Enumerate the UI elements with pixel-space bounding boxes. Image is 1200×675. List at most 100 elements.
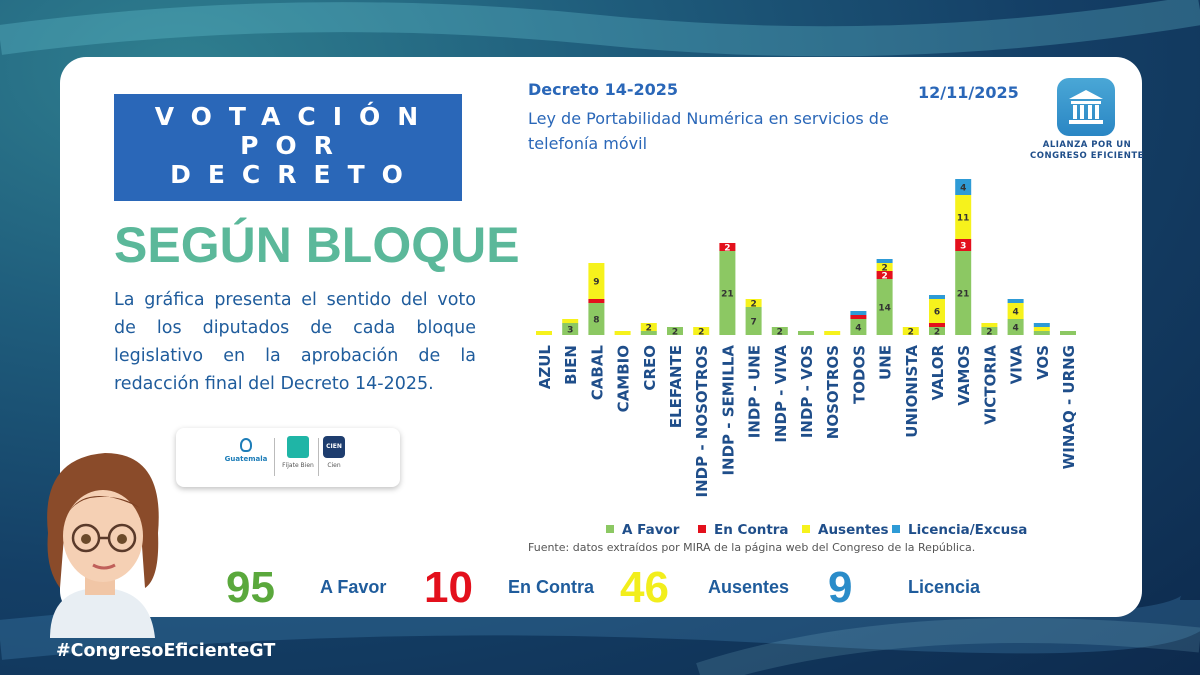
bar-segment bbox=[824, 331, 841, 335]
bar-value-label: 21 bbox=[957, 290, 970, 300]
bar-value-label: 9 bbox=[593, 278, 599, 288]
guatemala-logo-text: Guatemala bbox=[224, 455, 268, 463]
category-label: INDP - VOS bbox=[798, 345, 816, 438]
category-label: INDP - SEMILLA bbox=[719, 345, 737, 476]
bar-segment bbox=[640, 323, 657, 331]
bar-segment bbox=[745, 307, 762, 335]
bar-segment bbox=[876, 271, 893, 279]
bar-value-label: 21 bbox=[721, 290, 734, 300]
bar-segment bbox=[929, 299, 945, 323]
bar-segment bbox=[719, 243, 736, 251]
bar-segment bbox=[536, 331, 552, 335]
category-label: INDP - NOSOTROS bbox=[693, 345, 711, 497]
bar-segment bbox=[771, 327, 788, 335]
bar-value-label: 4 bbox=[960, 184, 966, 194]
category-label: INDP - UNE bbox=[746, 345, 764, 438]
banner-line-2: POR bbox=[240, 131, 350, 160]
avatar bbox=[47, 453, 159, 638]
bar-segment bbox=[955, 195, 972, 239]
source-note: Fuente: datos extraídos por MIRA de la p… bbox=[528, 541, 976, 554]
fijate-bien-label: Fíjate Bien bbox=[282, 462, 314, 469]
brand-line-1: ALIANZA POR UN bbox=[1042, 140, 1132, 150]
bar-value-label: 2 bbox=[881, 264, 887, 274]
bar-segment bbox=[955, 239, 972, 251]
bar-value-label: 3 bbox=[567, 326, 573, 336]
total-licencia-label: Licencia bbox=[908, 577, 981, 597]
decree-description: Ley de Portabilidad Numérica en servicio… bbox=[528, 109, 889, 153]
total-licencia-value: 9 bbox=[828, 563, 853, 612]
hashtag: #CongresoEficienteGT bbox=[56, 641, 276, 661]
bar-segment bbox=[693, 327, 710, 335]
bar-segment bbox=[588, 263, 605, 299]
bar-segment bbox=[876, 263, 893, 271]
logo-divider bbox=[318, 438, 319, 476]
bar-segment bbox=[562, 319, 579, 323]
decree-title: Decreto 14-2025 bbox=[528, 80, 679, 99]
bar-segment bbox=[955, 179, 972, 195]
bar-segment bbox=[1007, 299, 1024, 303]
bar-segment bbox=[1033, 323, 1050, 327]
bar-segment bbox=[1007, 303, 1024, 319]
category-label: BIEN bbox=[562, 345, 580, 385]
bar-segment bbox=[929, 327, 945, 335]
bar-segment bbox=[640, 331, 657, 335]
bar-value-label: 7 bbox=[750, 318, 756, 328]
title-banner: VOTACIÓN POR DECRETO bbox=[114, 94, 462, 201]
category-label: CREO bbox=[641, 345, 659, 391]
subtitle: SEGÚN BLOQUE bbox=[114, 217, 520, 273]
bar-segment bbox=[614, 331, 631, 335]
cien-logo: CIEN Cien bbox=[320, 436, 348, 469]
bar-value-label: 4 bbox=[1012, 324, 1018, 334]
bar-segment bbox=[876, 279, 893, 335]
bar-value-label: 2 bbox=[881, 272, 887, 282]
bank-building-icon bbox=[1057, 78, 1115, 136]
bar-segment bbox=[850, 315, 867, 319]
legend-label: En Contra bbox=[714, 522, 789, 538]
brand-line-2: CONGRESO EFICIENTE bbox=[1030, 151, 1144, 161]
legend-swatch bbox=[698, 525, 706, 533]
bar-value-label: 3 bbox=[960, 242, 966, 252]
bar-value-label: 4 bbox=[1012, 308, 1018, 318]
bar-value-label: 6 bbox=[934, 308, 940, 318]
bar-value-label: 8 bbox=[593, 316, 599, 326]
banner-line-3: DECRETO bbox=[170, 160, 420, 189]
legend-item-favor: A Favor bbox=[606, 522, 679, 538]
bar-segment bbox=[588, 303, 605, 335]
category-label: VAMOS bbox=[955, 345, 973, 406]
bar-segment bbox=[562, 323, 579, 335]
legend-item-ausentes: Ausentes bbox=[802, 522, 889, 538]
bar-segment bbox=[850, 311, 867, 315]
category-label: VOS bbox=[1034, 345, 1052, 380]
total-favor-value: 95 bbox=[226, 563, 275, 612]
bar-segment bbox=[981, 323, 998, 327]
bar-segment bbox=[798, 331, 814, 335]
category-label: WINAQ - URNG bbox=[1060, 345, 1078, 469]
legend-swatch bbox=[802, 525, 810, 533]
bar-value-label: 2 bbox=[698, 328, 704, 338]
category-label: AZUL bbox=[536, 345, 554, 390]
category-label: UNIONISTA bbox=[903, 345, 921, 438]
bar-value-label: 2 bbox=[646, 324, 652, 334]
legend-item-contra: En Contra bbox=[698, 522, 789, 538]
bar-segment bbox=[876, 259, 893, 263]
bar-value-label: 4 bbox=[855, 324, 861, 334]
category-label: TODOS bbox=[850, 345, 868, 404]
category-label: VALOR bbox=[929, 345, 947, 401]
legend-label: A Favor bbox=[622, 522, 680, 538]
bar-value-label: 2 bbox=[986, 328, 992, 338]
bar-segment bbox=[667, 327, 683, 335]
stacked-bar-chart: AZUL 3 BIEN 8 9 CABAL CAMBIO 2 CREO 2 ELEFANTE 2 IND… bbox=[536, 179, 1078, 497]
bar-value-label: 2 bbox=[777, 328, 783, 338]
brand-name: ALIANZA POR UN CONGRESO EFICIENTE bbox=[1030, 140, 1144, 162]
bar-segment bbox=[1060, 331, 1076, 335]
legend-label: Licencia/Excusa bbox=[908, 522, 1028, 538]
bar-segment bbox=[1033, 327, 1050, 331]
description: La gráfica presenta el sentido del voto … bbox=[114, 290, 476, 394]
category-label: ELEFANTE bbox=[667, 345, 685, 428]
decree-date: 12/11/2025 bbox=[918, 83, 1019, 102]
bar-value-label: 14 bbox=[878, 304, 891, 314]
bar-segment bbox=[850, 319, 867, 335]
bar-value-label: 11 bbox=[957, 214, 970, 224]
bar-segment bbox=[719, 251, 736, 335]
